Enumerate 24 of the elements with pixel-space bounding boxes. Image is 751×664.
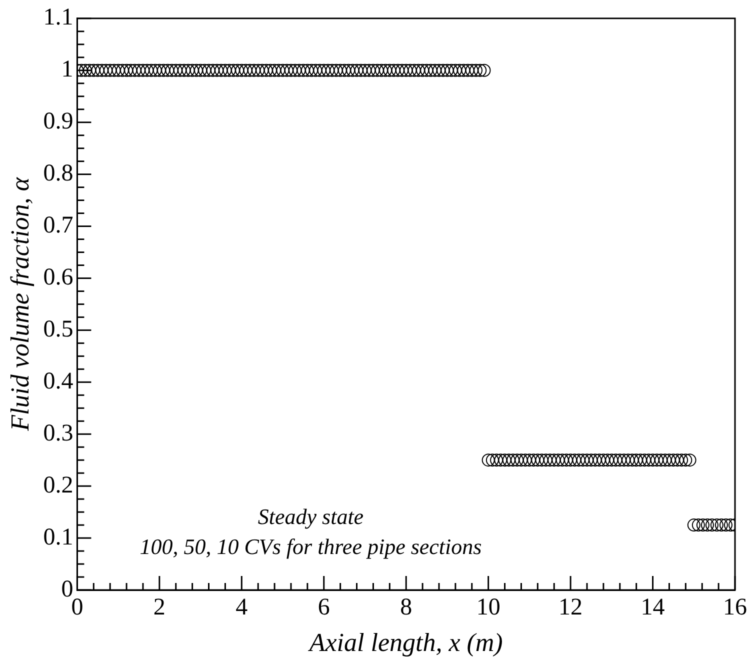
y-tick-label: 0.9 — [43, 108, 74, 135]
x-tick-label: 12 — [558, 594, 583, 621]
x-tick-label: 14 — [640, 594, 665, 621]
x-tick-label: 2 — [153, 594, 166, 621]
y-tick-label: 1 — [61, 56, 74, 83]
x-tick-label: 4 — [236, 594, 248, 621]
y-tick-label: 0.2 — [43, 472, 74, 498]
x-tick-label: 10 — [476, 594, 500, 621]
annotation: Steady state — [258, 504, 364, 529]
y-axis-title: Fluid volume fraction, α — [5, 176, 34, 432]
y-tick-label: 0.5 — [43, 316, 74, 342]
y-tick-label: 0.4 — [43, 368, 74, 394]
annotation: 100, 50, 10 CVs for three pipe sections — [140, 534, 482, 559]
y-tick-label: 0.3 — [43, 420, 74, 446]
x-tick-label: 6 — [318, 594, 330, 621]
y-tick-label: 0.6 — [43, 264, 74, 291]
x-tick-label: 16 — [723, 594, 747, 621]
y-tick-label: 1.1 — [43, 4, 74, 31]
x-tick-label: 8 — [400, 594, 412, 621]
y-tick-label: 0.1 — [43, 524, 74, 550]
y-tick-label: 0.7 — [43, 212, 74, 239]
y-tick-label: 0 — [61, 576, 74, 602]
x-axis-title: Axial length, x (m) — [307, 628, 503, 658]
y-tick-label: 0.8 — [43, 160, 74, 187]
